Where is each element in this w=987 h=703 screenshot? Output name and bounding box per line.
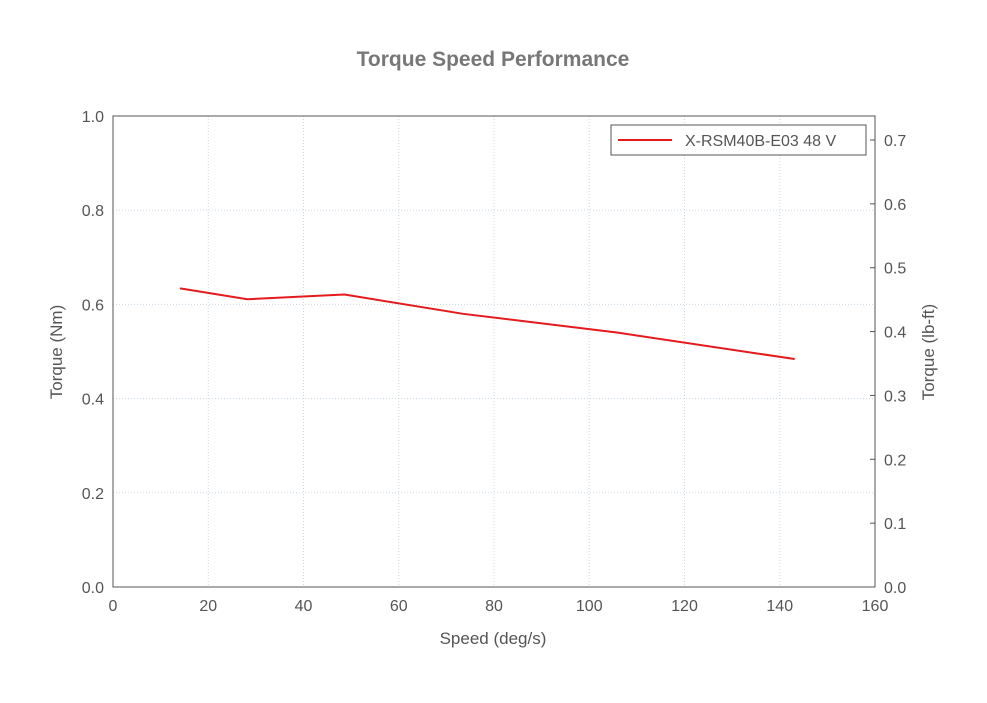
x-tick-label: 0 xyxy=(109,598,118,615)
x-tick-label: 80 xyxy=(485,598,503,615)
y2-tick-label: 0.3 xyxy=(884,388,906,405)
y2-tick-label: 0.4 xyxy=(884,325,906,342)
y2-tick-label: 0.6 xyxy=(884,197,906,214)
x-tick-label: 100 xyxy=(576,598,603,615)
series-group xyxy=(179,287,796,361)
x-tick-label: 140 xyxy=(766,598,793,615)
y-tick-label: 0.2 xyxy=(82,486,104,503)
series-line xyxy=(179,287,795,361)
y2-axis-label: Torque (lb-ft) xyxy=(919,304,938,400)
legend-label: X-RSM40B-E03 48 V xyxy=(685,133,837,150)
plot-frame xyxy=(112,115,876,588)
y-tick-label: 0.4 xyxy=(82,392,104,409)
data-point xyxy=(179,287,181,289)
x-tick-label: 20 xyxy=(199,598,217,615)
ticks: 0 20 40 60 80 100 120 140 1600.00.20.40.60.81.00… xyxy=(82,109,907,615)
y-axis-label: Torque (Nm) xyxy=(47,305,66,399)
x-tick-label: 60 xyxy=(390,598,408,615)
legend: X-RSM40B-E03 48 V xyxy=(610,124,867,156)
data-point xyxy=(794,358,796,360)
y-tick-label: 0.6 xyxy=(82,297,104,314)
y2-tick-label: 0.2 xyxy=(884,452,906,469)
grid xyxy=(112,115,876,588)
data-point xyxy=(343,294,345,296)
y-tick-label: 0.8 xyxy=(82,203,104,220)
x-tick-label: 120 xyxy=(671,598,698,615)
chart-title: Torque Speed Performance xyxy=(357,48,630,71)
y-tick-label: 1.0 xyxy=(82,109,104,126)
data-point xyxy=(617,332,619,334)
data-point xyxy=(246,298,248,300)
y-tick-label: 0.0 xyxy=(82,580,104,597)
y2-tick-label: 0.7 xyxy=(884,133,906,150)
data-point xyxy=(462,313,464,315)
y2-tick-label: 0.0 xyxy=(884,580,906,597)
y2-tick-label: 0.5 xyxy=(884,261,906,278)
y2-tick-label: 0.1 xyxy=(884,516,906,533)
x-tick-label: 160 xyxy=(862,598,889,615)
x-axis-label: Speed (deg/s) xyxy=(440,629,547,648)
x-tick-label: 40 xyxy=(295,598,313,615)
